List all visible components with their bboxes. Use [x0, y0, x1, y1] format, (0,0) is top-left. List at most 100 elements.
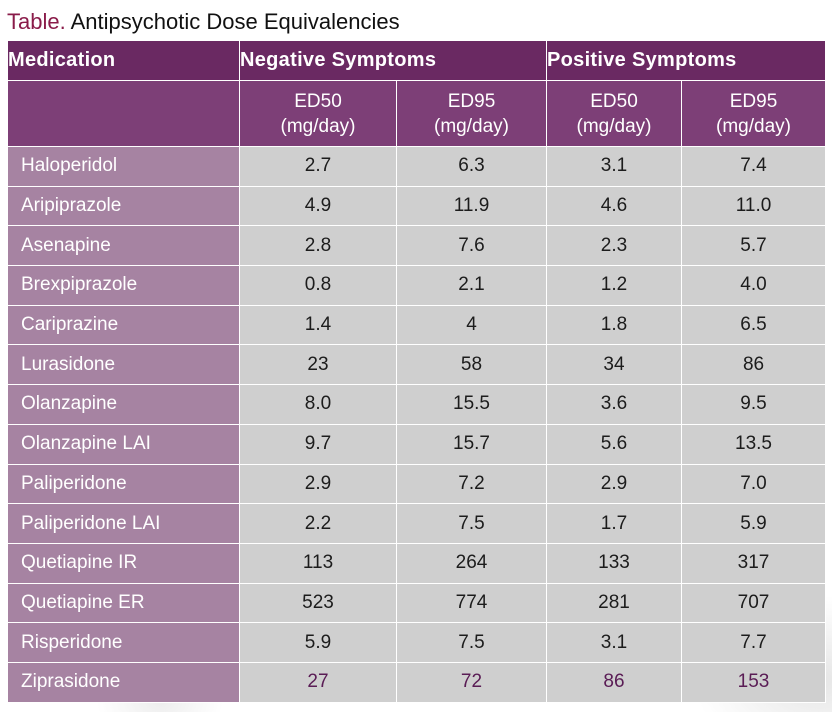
- medication-name-cell: Quetiapine IR: [7, 542, 240, 584]
- dose-value-cell: 15.7: [396, 423, 547, 465]
- dose-value-cell: 4: [396, 304, 547, 346]
- dose-value-cell: 58: [396, 344, 547, 386]
- dose-value-cell: 3.1: [546, 146, 682, 187]
- table-caption: Table. Antipsychotic Dose Equivalencies: [7, 9, 400, 35]
- header-neg-ed95: ED95 (mg/day): [396, 80, 547, 147]
- table-row: Olanzapine 8.0 15.5 3.6 9.5: [7, 384, 827, 425]
- table-row: Aripiprazole 4.9 11.9 4.6 11.0: [7, 185, 827, 227]
- dose-value-cell: 7.5: [396, 622, 547, 663]
- table-row: Paliperidone 2.9 7.2 2.9 7.0: [7, 463, 827, 505]
- dose-equivalency-table: Medication Negative Symptoms Positive Sy…: [7, 40, 827, 703]
- medication-name-cell: Ziprasidone: [7, 661, 240, 703]
- dose-value-cell: 1.2: [546, 265, 682, 306]
- caption-label: Table.: [7, 9, 66, 34]
- medication-name-cell: Brexpiprazole: [7, 265, 240, 306]
- dose-value-cell: 2.8: [239, 225, 397, 267]
- dose-value-cell: 4.9: [239, 185, 397, 227]
- dose-value-cell: 317: [680, 542, 827, 584]
- medication-name-cell: Quetiapine ER: [7, 582, 240, 624]
- dose-value-cell: 5.6: [546, 423, 682, 465]
- dose-value-cell: 8.0: [239, 384, 397, 425]
- dose-value-cell: 2.7: [239, 146, 397, 187]
- dose-value-cell: 1.4: [239, 304, 397, 346]
- dose-value-cell: 7.0: [680, 463, 827, 505]
- table-row: Quetiapine ER 523 774 281 707: [7, 582, 827, 624]
- table-row: Brexpiprazole 0.8 2.1 1.2 4.0: [7, 265, 827, 306]
- header-neg-ed50-unit: (mg/day): [280, 115, 356, 137]
- medication-name-cell: Haloperidol: [7, 146, 240, 187]
- dose-value-cell: 11.9: [396, 185, 547, 227]
- header-neg-ed50: ED50 (mg/day): [239, 80, 397, 147]
- dose-value-cell: 5.9: [680, 503, 827, 544]
- dose-value-cell: 3.6: [546, 384, 682, 425]
- dose-value-cell: 15.5: [396, 384, 547, 425]
- dose-value-cell: 774: [396, 582, 547, 624]
- dose-value-cell: 523: [239, 582, 397, 624]
- dose-value-cell: 1.7: [546, 503, 682, 544]
- dose-value-cell: 86: [680, 344, 827, 386]
- dose-value-cell: 153: [680, 661, 827, 703]
- header-neg-ed50-label: ED50: [294, 90, 342, 112]
- caption-title: Antipsychotic Dose Equivalencies: [70, 9, 400, 34]
- dose-value-cell: 9.5: [680, 384, 827, 425]
- header-pos-ed50-label: ED50: [590, 90, 638, 112]
- header-row-units: ED50 (mg/day) ED95 (mg/day) ED50 (mg/day…: [7, 80, 827, 147]
- dose-value-cell: 6.3: [396, 146, 547, 187]
- dose-value-cell: 5.7: [680, 225, 827, 267]
- dose-value-cell: 3.1: [546, 622, 682, 663]
- dose-value-cell: 7.7: [680, 622, 827, 663]
- dose-value-cell: 9.7: [239, 423, 397, 465]
- dose-value-cell: 7.6: [396, 225, 547, 267]
- table-row: Ziprasidone 27 72 86 153: [7, 661, 827, 703]
- dose-value-cell: 2.9: [239, 463, 397, 505]
- dose-value-cell: 707: [680, 582, 827, 624]
- header-pos-ed50: ED50 (mg/day): [546, 80, 682, 147]
- dose-value-cell: 23: [239, 344, 397, 386]
- dose-value-cell: 281: [546, 582, 682, 624]
- medication-name-cell: Risperidone: [7, 622, 240, 663]
- medication-name-cell: Paliperidone LAI: [7, 503, 240, 544]
- table-row: Cariprazine 1.4 4 1.8 6.5: [7, 304, 827, 346]
- dose-value-cell: 13.5: [680, 423, 827, 465]
- dose-value-cell: 86: [546, 661, 682, 703]
- dose-value-cell: 27: [239, 661, 397, 703]
- header-neg-ed95-unit: (mg/day): [434, 115, 509, 137]
- medication-name-cell: Aripiprazole: [7, 185, 240, 227]
- dose-value-cell: 2.3: [546, 225, 682, 267]
- dose-value-cell: 2.2: [239, 503, 397, 544]
- dose-value-cell: 264: [396, 542, 547, 584]
- dose-value-cell: 4.6: [546, 185, 682, 227]
- table-row: Paliperidone LAI 2.2 7.5 1.7 5.9: [7, 503, 827, 544]
- dose-value-cell: 5.9: [239, 622, 397, 663]
- table-row: Asenapine 2.8 7.6 2.3 5.7: [7, 225, 827, 267]
- header-pos-ed95: ED95 (mg/day): [680, 80, 827, 147]
- dose-value-cell: 133: [546, 542, 682, 584]
- dose-value-cell: 72: [396, 661, 547, 703]
- header-positive-symptoms: Positive Symptoms: [545, 40, 827, 81]
- table-row: Risperidone 5.9 7.5 3.1 7.7: [7, 622, 827, 663]
- dose-value-cell: 1.8: [546, 304, 682, 346]
- medication-name-cell: Olanzapine LAI: [7, 423, 240, 465]
- medication-name-cell: Lurasidone: [7, 344, 240, 386]
- header-medication: Medication: [7, 40, 240, 81]
- dose-value-cell: 4.0: [680, 265, 827, 306]
- medication-name-cell: Paliperidone: [7, 463, 240, 505]
- header-row-groups: Medication Negative Symptoms Positive Sy…: [7, 40, 827, 81]
- table-row: Olanzapine LAI 9.7 15.7 5.6 13.5: [7, 423, 827, 465]
- table-row: Lurasidone 23 58 34 86: [7, 344, 827, 386]
- dose-value-cell: 0.8: [239, 265, 397, 306]
- table-row: Quetiapine IR 113 264 133 317: [7, 542, 827, 584]
- dose-value-cell: 2.1: [396, 265, 547, 306]
- header-pos-ed50-unit: (mg/day): [576, 115, 652, 137]
- table-row: Haloperidol 2.7 6.3 3.1 7.4: [7, 146, 827, 187]
- dose-value-cell: 7.5: [396, 503, 547, 544]
- header-negative-symptoms: Negative Symptoms: [239, 40, 547, 81]
- medication-name-cell: Cariprazine: [7, 304, 240, 346]
- dose-value-cell: 11.0: [680, 185, 827, 227]
- dose-value-cell: 7.2: [396, 463, 547, 505]
- header-pos-ed95-label: ED95: [729, 90, 778, 112]
- header-medication-blank: [7, 80, 240, 147]
- dose-value-cell: 2.9: [546, 463, 682, 505]
- header-pos-ed95-unit: (mg/day): [716, 115, 791, 137]
- dose-value-cell: 6.5: [680, 304, 827, 346]
